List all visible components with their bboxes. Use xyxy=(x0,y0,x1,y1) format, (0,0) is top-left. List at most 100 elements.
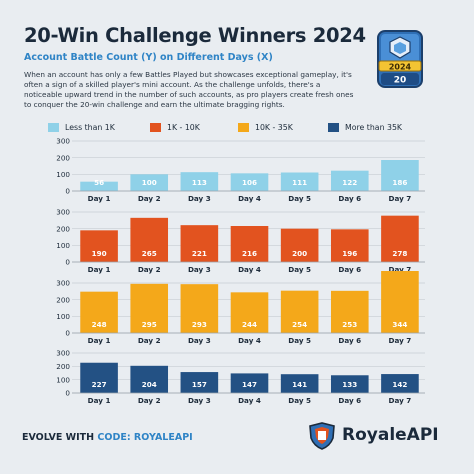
x-tick-label: Day 4 xyxy=(238,265,261,274)
x-tick-label: Day 3 xyxy=(188,396,211,405)
y-tick-label: 0 xyxy=(65,187,70,196)
bar-value-label: 141 xyxy=(292,380,307,389)
legend-label: Less than 1K xyxy=(65,122,115,132)
y-tick-label: 0 xyxy=(65,329,70,338)
x-tick-label: Day 6 xyxy=(338,265,361,274)
x-tick-label: Day 7 xyxy=(389,336,412,345)
x-tick-label: Day 4 xyxy=(238,396,261,405)
bar-value-label: 254 xyxy=(292,320,307,329)
bar xyxy=(230,226,269,262)
y-tick-label: 200 xyxy=(56,295,70,304)
x-tick-label: Day 3 xyxy=(188,336,211,345)
bar-value-label: 295 xyxy=(142,320,157,329)
x-tick-label: Day 5 xyxy=(288,194,311,203)
bar xyxy=(280,228,319,262)
footer-code-text: CODE: ROYALEAPI xyxy=(97,432,193,443)
y-tick-label: 0 xyxy=(65,389,70,398)
footer-promo: EVOLVE WITH CODE: ROYALEAPI xyxy=(22,432,193,443)
x-tick-label: Day 1 xyxy=(88,194,111,203)
bar xyxy=(180,372,219,393)
x-tick-label: Day 4 xyxy=(238,194,261,203)
legend-item: 10K - 35K xyxy=(238,121,293,133)
bar xyxy=(330,290,369,333)
y-tick-label: 300 xyxy=(56,279,70,288)
y-tick-label: 300 xyxy=(56,349,70,358)
bar xyxy=(180,284,219,333)
bar xyxy=(80,362,118,393)
bar xyxy=(330,170,369,191)
bar xyxy=(280,374,319,393)
bar-value-label: 111 xyxy=(292,178,307,187)
bar-value-label: 122 xyxy=(342,178,357,187)
bar xyxy=(330,375,369,393)
bar-value-label: 204 xyxy=(142,380,157,389)
bar-value-label: 106 xyxy=(242,178,257,187)
legend-swatch xyxy=(48,122,59,132)
bar-value-label: 293 xyxy=(192,320,207,329)
y-tick-label: 200 xyxy=(56,153,70,162)
bar-value-label: 248 xyxy=(92,320,107,329)
bar xyxy=(381,374,419,393)
x-tick-label: Day 2 xyxy=(138,336,161,345)
bar xyxy=(230,173,269,191)
bar xyxy=(130,365,169,393)
x-tick-label: Day 5 xyxy=(288,265,311,274)
x-tick-label: Day 2 xyxy=(138,396,161,405)
badge-number: 20 xyxy=(394,76,407,86)
legend: Less than 1K 1K - 10K 10K - 35K More tha… xyxy=(0,121,474,133)
bar-value-label: 200 xyxy=(292,249,307,258)
x-tick-label: Day 4 xyxy=(238,336,261,345)
x-tick-label: Day 6 xyxy=(338,396,361,405)
bar-value-label: 133 xyxy=(342,380,357,389)
clash-royale-trophy-icon: 2024 20 xyxy=(377,30,423,88)
legend-item: 1K - 10K xyxy=(150,121,200,133)
bar-value-label: 186 xyxy=(392,178,407,187)
chart-subtitle: Account Battle Count (Y) on Different Da… xyxy=(24,52,273,63)
bar xyxy=(381,215,419,262)
bar xyxy=(381,271,419,333)
bar-value-label: 147 xyxy=(242,380,257,389)
bar-value-label: 157 xyxy=(192,380,207,389)
bar-value-label: 113 xyxy=(192,178,207,187)
y-tick-label: 200 xyxy=(56,362,70,371)
legend-swatch xyxy=(238,122,249,132)
x-tick-label: Day 6 xyxy=(338,194,361,203)
bar xyxy=(230,292,269,333)
bar-value-label: 56 xyxy=(94,178,104,187)
description-text: When an account has only a few Battles P… xyxy=(24,70,354,109)
footer-evolve-text: EVOLVE WITH xyxy=(22,432,95,443)
legend-label: 10K - 35K xyxy=(255,122,293,132)
y-tick-label: 300 xyxy=(56,208,70,217)
royaleapi-shield-icon xyxy=(309,422,335,450)
bar-value-label: 142 xyxy=(392,380,407,389)
badge-year: 2024 xyxy=(389,63,412,72)
bar xyxy=(80,181,118,191)
bar xyxy=(180,225,219,262)
legend-label: More than 35K xyxy=(345,122,403,132)
x-tick-label: Day 1 xyxy=(88,265,111,274)
x-tick-label: Day 1 xyxy=(88,396,111,405)
bar-value-label: 216 xyxy=(242,249,257,258)
bar xyxy=(381,160,419,191)
y-tick-label: 200 xyxy=(56,224,70,233)
legend-item: Less than 1K xyxy=(48,121,115,133)
bar-value-label: 190 xyxy=(92,249,107,258)
footer-brand: RoyaleAPI xyxy=(342,425,439,445)
bar xyxy=(330,229,369,262)
bar-value-label: 227 xyxy=(92,380,107,389)
bar-value-label: 265 xyxy=(142,249,157,258)
bar-value-label: 253 xyxy=(342,320,357,329)
y-tick-label: 300 xyxy=(56,137,70,146)
y-tick-label: 100 xyxy=(56,375,70,384)
bar xyxy=(230,373,269,393)
bar-value-label: 100 xyxy=(142,178,157,187)
bar xyxy=(280,172,319,191)
legend-label: 1K - 10K xyxy=(167,122,200,132)
x-tick-label: Day 2 xyxy=(138,265,161,274)
x-tick-label: Day 6 xyxy=(338,336,361,345)
x-tick-label: Day 3 xyxy=(188,265,211,274)
legend-swatch xyxy=(150,122,161,132)
x-tick-label: Day 7 xyxy=(389,194,412,203)
bar-value-label: 278 xyxy=(392,249,407,258)
